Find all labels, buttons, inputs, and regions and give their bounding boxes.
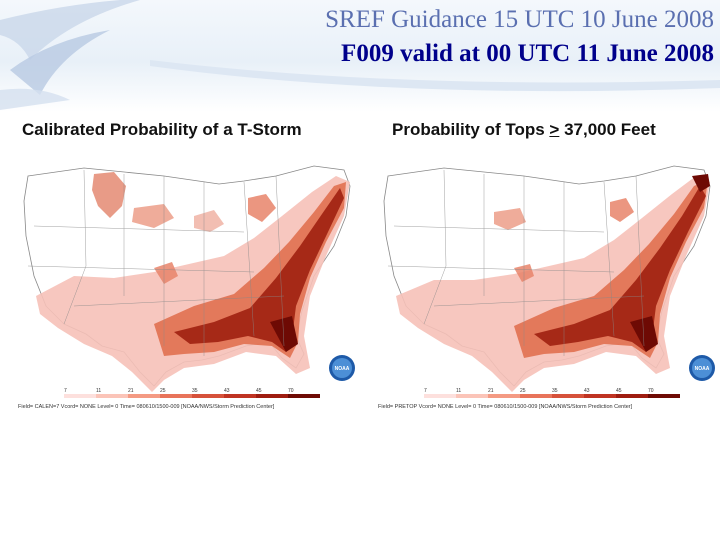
storm-tops-probability-map: NOAA 7 11 21 25 35 43 45 70 Field= PRETO… [374,146,718,414]
legend-tick: 11 [456,388,461,394]
legend-tick: 25 [520,388,526,394]
tstorm-probability-map: NOAA 7 11 21 25 35 43 45 70 Field= CALEN… [14,146,358,414]
right-map-footer: Field= PRETOP Vcord= NONE Level= 0 Time=… [378,404,633,410]
right-label-prefix: Probability of Tops [392,120,550,139]
legend-tick: 35 [552,388,558,394]
legend-tick: 21 [128,388,134,394]
legend-tick: 11 [96,388,101,394]
legend-tick: 70 [288,388,294,394]
header-band [0,0,720,112]
legend-tick: 21 [488,388,494,394]
legend-bar: 7 11 21 25 35 43 45 70 [424,388,680,398]
noaa-logo: NOAA [329,355,355,381]
left-map-footer: Field= CALEN=7 Vcord= NONE Level= 0 Time… [18,404,275,410]
left-panel-label: Calibrated Probability of a T-Storm [22,120,302,139]
noaa-logo-text: NOAA [335,366,350,372]
right-panel-label: Probability of Tops > 37,000 Feet [392,120,656,140]
noaa-logo: NOAA [689,355,715,381]
prob-dark-core [534,186,706,352]
legend-tick: 7 [424,388,427,394]
legend-tick: 45 [616,388,622,394]
legend-bar: 7 11 21 25 35 43 45 70 [64,388,320,398]
prob-mid-band [514,180,708,358]
noaa-logo-text: NOAA [695,366,710,372]
legend-tick: 43 [224,388,230,394]
legend-tick: 43 [584,388,590,394]
legend-tick: 45 [256,388,262,394]
legend-tick: 7 [64,388,67,394]
logo-swoosh [0,0,720,110]
prob-dark-core [174,188,344,352]
right-label-suffix: 37,000 Feet [559,120,656,139]
slide-title-line1: SREF Guidance 15 UTC 10 June 2008 [325,6,714,33]
legend-tick: 70 [648,388,654,394]
right-label-symbol: > [549,120,560,139]
legend-tick: 25 [160,388,166,394]
slide-title-line2: F009 valid at 00 UTC 11 June 2008 [341,40,714,67]
prob-mid-band [154,182,346,358]
legend-tick: 35 [192,388,198,394]
